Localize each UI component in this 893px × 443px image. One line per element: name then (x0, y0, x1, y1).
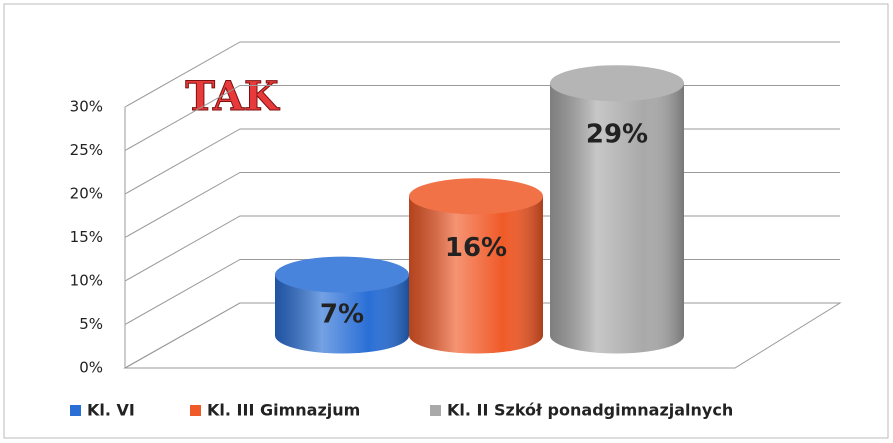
legend-swatch (430, 405, 441, 416)
bar-shade (275, 274, 409, 354)
bar (550, 65, 684, 354)
y-tick-label: 30% (70, 98, 103, 116)
legend-swatch (70, 405, 81, 416)
y-tick-label: 10% (70, 272, 103, 290)
bar-top (409, 178, 543, 215)
y-tick-label: 25% (70, 141, 103, 159)
bar-top (275, 256, 409, 293)
value-label: 16% (445, 233, 507, 263)
bar (275, 256, 409, 354)
bar-top-shade (409, 178, 543, 215)
bar-top (550, 65, 684, 102)
legend-label: Kl. VI (87, 401, 135, 420)
bar-top-shade (550, 65, 684, 102)
y-tick-label: 20% (70, 185, 103, 203)
y-tick-label: 15% (70, 228, 103, 246)
bar-shade (550, 83, 684, 354)
value-label: 7% (320, 300, 364, 330)
bar-shade (409, 196, 543, 354)
value-label: 29% (586, 120, 648, 150)
legend-label: Kl. III Gimnazjum (207, 401, 360, 420)
y-tick-label: 0% (79, 359, 103, 377)
y-tick-label: 5% (79, 315, 103, 333)
bar-top-shade (275, 256, 409, 293)
chart-title: TAK (185, 73, 280, 120)
grid-line (124, 41, 840, 108)
bar (409, 178, 543, 354)
legend-label: Kl. II Szkół ponadgimnazjalnych (447, 401, 733, 420)
legend-swatch (190, 405, 201, 416)
